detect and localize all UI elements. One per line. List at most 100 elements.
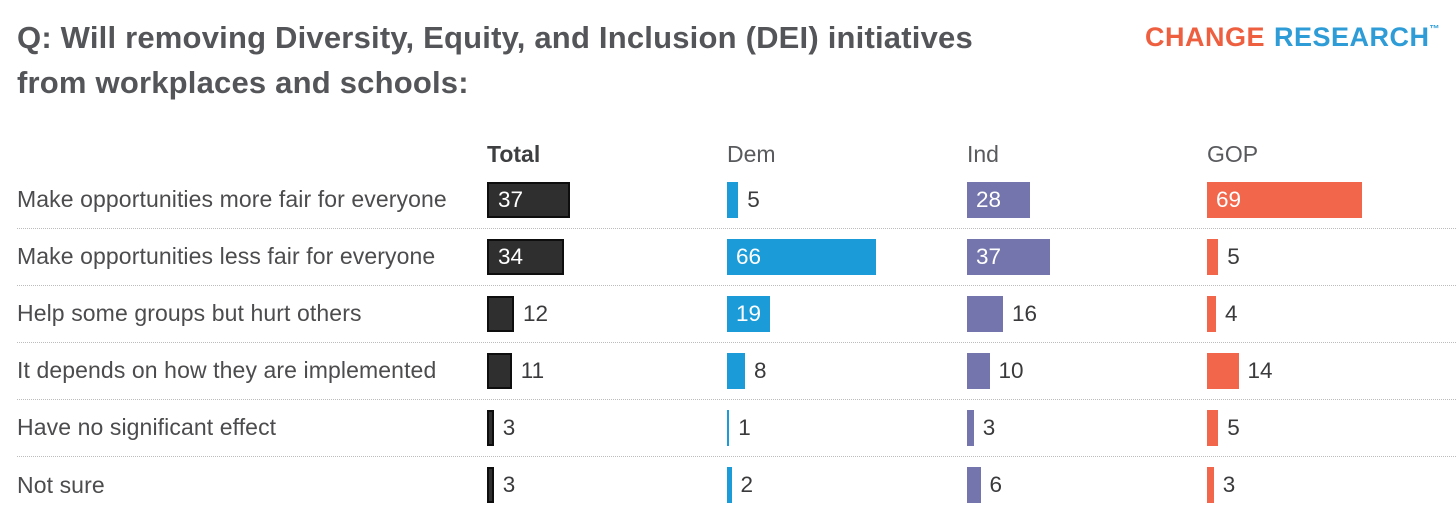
bar-cell-total: 3 bbox=[487, 457, 727, 514]
bar-total bbox=[487, 352, 512, 389]
bar-cell-dem: 5 bbox=[727, 172, 967, 228]
change-research-logo: CHANGE RESEARCH™ bbox=[1145, 22, 1440, 53]
bar-cell-ind: 37 bbox=[967, 229, 1207, 285]
bar-dem bbox=[727, 409, 730, 446]
bar-value-label: 28 bbox=[976, 186, 1002, 212]
bar-dem bbox=[727, 352, 745, 389]
bar-value-label: 3 bbox=[502, 414, 516, 440]
bar-cell-gop: 69 bbox=[1207, 172, 1456, 228]
bar-cell-gop: 5 bbox=[1207, 229, 1456, 285]
page-header: Q: Will removing Diversity, Equity, and … bbox=[0, 0, 1456, 106]
bar-value-label: 12 bbox=[523, 300, 549, 326]
bar-total: 34 bbox=[487, 238, 564, 275]
chart-row-4: Have no significant effect 3 1 3 5 bbox=[17, 400, 1456, 457]
bar-ind: 37 bbox=[967, 238, 1051, 275]
category-label: It depends on how they are implemented bbox=[17, 357, 437, 384]
chart-table: Total Dem Ind GOP Make opportunities mor… bbox=[17, 140, 1456, 514]
bar-cell-gop: 5 bbox=[1207, 400, 1456, 456]
bar-cell-ind: 10 bbox=[967, 343, 1207, 399]
column-header-ind: Ind bbox=[967, 140, 999, 167]
bar-cell-ind: 6 bbox=[967, 457, 1207, 514]
chart-row-5: Not sure 3 2 6 3 bbox=[17, 457, 1456, 514]
bar-ind bbox=[967, 467, 981, 504]
bar-cell-dem: 2 bbox=[727, 457, 967, 514]
bar-value-label: 3 bbox=[502, 472, 516, 498]
bar-value-label: 10 bbox=[998, 357, 1024, 383]
bar-value-label: 37 bbox=[976, 243, 1002, 269]
bar-cell-dem: 66 bbox=[727, 229, 967, 285]
category-label: Help some groups but hurt others bbox=[17, 300, 362, 327]
bar-value-label: 37 bbox=[498, 186, 524, 212]
chart-row-2: Help some groups but hurt others 12 19 16 4 bbox=[17, 286, 1456, 343]
bar-cell-total: 37 bbox=[487, 172, 727, 228]
bar-ind: 28 bbox=[967, 181, 1030, 218]
chart-row-0: Make opportunities more fair for everyon… bbox=[17, 172, 1456, 229]
bar-value-label: 3 bbox=[1222, 472, 1236, 498]
column-header-gop: GOP bbox=[1207, 140, 1259, 167]
bar-cell-ind: 28 bbox=[967, 172, 1207, 228]
category-label: Have no significant effect bbox=[17, 414, 277, 441]
bar-value-label: 5 bbox=[747, 186, 760, 212]
bar-total bbox=[487, 467, 494, 504]
bar-cell-dem: 19 bbox=[727, 286, 967, 342]
chart-body: Make opportunities more fair for everyon… bbox=[17, 172, 1456, 514]
bar-total bbox=[487, 295, 514, 332]
bar-gop: 69 bbox=[1207, 181, 1363, 218]
question-title-line2: from workplaces and schools: bbox=[17, 64, 469, 100]
bar-value-label: 11 bbox=[520, 357, 545, 383]
bar-value-label: 66 bbox=[736, 243, 762, 269]
bar-gop bbox=[1207, 352, 1239, 389]
bar-ind bbox=[967, 409, 974, 446]
category-label: Make opportunities more fair for everyon… bbox=[17, 186, 447, 213]
category-label: Make opportunities less fair for everyon… bbox=[17, 243, 436, 270]
chart-row-3: It depends on how they are implemented 11… bbox=[17, 343, 1456, 400]
logo-word-change: CHANGE bbox=[1144, 22, 1265, 52]
bar-cell-gop: 14 bbox=[1207, 343, 1456, 399]
column-headers-row: Total Dem Ind GOP bbox=[17, 140, 1456, 172]
bar-cell-total: 34 bbox=[487, 229, 727, 285]
question-title-line1: Q: Will removing Diversity, Equity, and … bbox=[17, 20, 973, 55]
bar-cell-gop: 3 bbox=[1207, 457, 1456, 514]
bar-value-label: 1 bbox=[738, 414, 751, 440]
bar-cell-ind: 16 bbox=[967, 286, 1207, 342]
bar-gop bbox=[1207, 238, 1219, 275]
bar-value-label: 4 bbox=[1225, 300, 1238, 326]
bar-value-label: 6 bbox=[989, 472, 1003, 498]
bar-value-label: 19 bbox=[736, 300, 762, 326]
question-title: Q: Will removing Diversity, Equity, and … bbox=[17, 16, 1147, 106]
bar-cell-dem: 8 bbox=[727, 343, 967, 399]
bar-value-label: 34 bbox=[498, 243, 524, 269]
bar-dem bbox=[727, 181, 739, 218]
chart-row-1: Make opportunities less fair for everyon… bbox=[17, 229, 1456, 286]
bar-cell-ind: 3 bbox=[967, 400, 1207, 456]
bar-value-label: 5 bbox=[1227, 414, 1240, 440]
bar-gop bbox=[1207, 409, 1219, 446]
category-label: Not sure bbox=[17, 471, 105, 498]
bar-value-label: 5 bbox=[1227, 243, 1240, 269]
bar-total bbox=[487, 409, 494, 446]
bar-value-label: 14 bbox=[1247, 357, 1273, 383]
bar-value-label: 2 bbox=[740, 472, 754, 498]
trademark-symbol: ™ bbox=[1429, 24, 1440, 35]
bar-cell-dem: 1 bbox=[727, 400, 967, 456]
bar-ind bbox=[967, 295, 1003, 332]
bar-cell-total: 11 bbox=[487, 343, 727, 399]
bar-cell-total: 12 bbox=[487, 286, 727, 342]
column-header-total: Total bbox=[487, 140, 541, 167]
bar-value-label: 69 bbox=[1216, 186, 1242, 212]
bar-gop bbox=[1207, 467, 1214, 504]
column-header-dem: Dem bbox=[727, 140, 776, 167]
bar-dem: 66 bbox=[727, 238, 876, 275]
bar-value-label: 16 bbox=[1012, 300, 1038, 326]
bar-cell-total: 3 bbox=[487, 400, 727, 456]
logo-word-research: RESEARCH bbox=[1273, 22, 1430, 52]
bar-value-label: 8 bbox=[754, 357, 767, 383]
bar-value-label: 3 bbox=[982, 414, 996, 440]
bar-total: 37 bbox=[487, 181, 571, 218]
bar-dem: 19 bbox=[727, 295, 770, 332]
bar-cell-gop: 4 bbox=[1207, 286, 1456, 342]
bar-gop bbox=[1207, 295, 1216, 332]
bar-ind bbox=[967, 352, 990, 389]
bar-dem bbox=[727, 467, 732, 504]
